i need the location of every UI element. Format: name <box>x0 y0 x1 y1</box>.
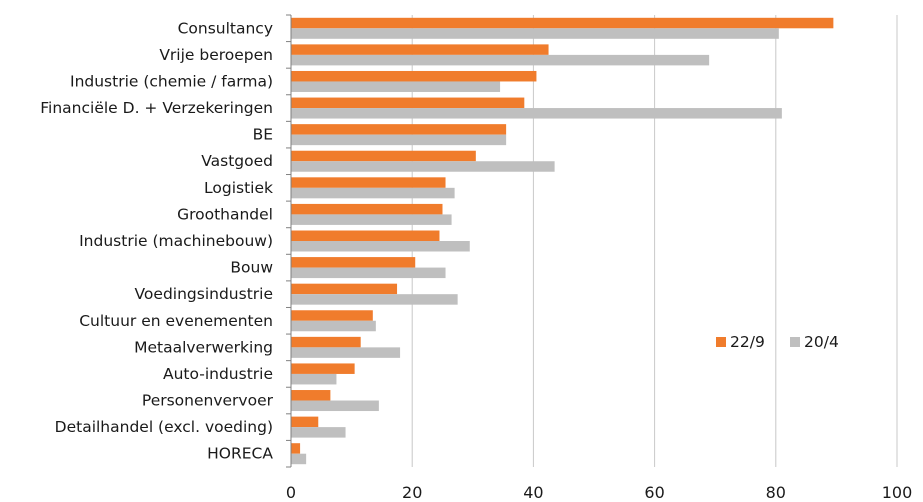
bar-22-9 <box>291 363 355 374</box>
bar-22-9 <box>291 310 373 321</box>
bar-20-4 <box>291 427 346 438</box>
category-label: Voedingsindustrie <box>135 285 273 303</box>
bar-22-9 <box>291 70 537 82</box>
bar-20-4 <box>291 347 401 358</box>
category-label: Vrije beroepen <box>159 46 273 64</box>
gridlines <box>411 15 898 467</box>
category-label: Groothandel <box>177 205 273 223</box>
x-tick-label: 60 <box>644 483 664 502</box>
category-label: Vastgoed <box>201 152 273 170</box>
bar-20-4 <box>291 267 446 279</box>
bar-22-9 <box>291 416 319 428</box>
category-label: Industrie (chemie / farma) <box>70 72 273 90</box>
bar-22-9 <box>291 150 476 162</box>
bar-20-4 <box>291 294 458 305</box>
bar-20-4 <box>291 214 452 225</box>
bar-20-4 <box>291 373 337 385</box>
category-label: Detailhandel (excl. voeding) <box>55 418 273 436</box>
x-tick-label: 0 <box>286 483 296 502</box>
bar-20-4 <box>291 108 782 119</box>
x-tick-label: 80 <box>766 483 786 502</box>
bar-22-9 <box>291 97 525 109</box>
bar-20-4 <box>291 453 307 465</box>
bar-20-4 <box>291 320 376 332</box>
category-label: Auto-industrie <box>163 365 273 383</box>
bar-20-4 <box>291 28 779 39</box>
x-tick-labels: 0 20 40 60 80 100 <box>286 483 912 502</box>
bar-20-4 <box>291 81 501 92</box>
legend-label: 20/4 <box>804 333 839 351</box>
bars <box>291 17 834 465</box>
bar-22-9 <box>291 283 398 295</box>
bar-20-4 <box>291 187 455 199</box>
category-label: Consultancy <box>178 19 273 37</box>
x-tick-label: 40 <box>523 483 543 502</box>
bar-22-9 <box>291 336 361 348</box>
bar-20-4 <box>291 400 379 412</box>
category-label: Industrie (machinebouw) <box>79 232 273 250</box>
x-tick-label: 100 <box>882 483 913 502</box>
category-label: HORECA <box>207 445 273 463</box>
bar-22-9 <box>291 44 549 55</box>
legend-label: 22/9 <box>730 333 765 351</box>
bar-20-4 <box>291 161 555 172</box>
bar-22-9 <box>291 230 440 241</box>
legend-swatch <box>790 337 800 347</box>
category-label: Cultuur en evenementen <box>79 312 273 330</box>
y-axis <box>286 14 292 468</box>
legend-swatch <box>716 337 726 347</box>
category-label: Financiële D. + Verzekeringen <box>40 99 273 117</box>
category-label: Personenvervoer <box>142 392 274 410</box>
bar-22-9 <box>291 124 507 135</box>
category-label: BE <box>253 126 273 144</box>
bar-22-9 <box>291 390 331 401</box>
bar-20-4 <box>291 54 710 66</box>
category-labels: Consultancy Vrije beroepen Industrie (chem… <box>40 19 273 462</box>
legend: 22/9 20/4 <box>716 333 839 351</box>
category-label: Logistiek <box>204 179 273 197</box>
bar-22-9 <box>291 443 301 454</box>
category-label: Metaalverwerking <box>134 338 273 356</box>
bar-22-9 <box>291 257 416 268</box>
bar-20-4 <box>291 241 470 252</box>
x-tick-label: 20 <box>402 483 422 502</box>
bar-22-9 <box>291 203 443 215</box>
bar-22-9 <box>291 177 446 188</box>
category-label: Bouw <box>230 259 273 277</box>
bar-22-9 <box>291 17 834 29</box>
bar-20-4 <box>291 134 507 146</box>
